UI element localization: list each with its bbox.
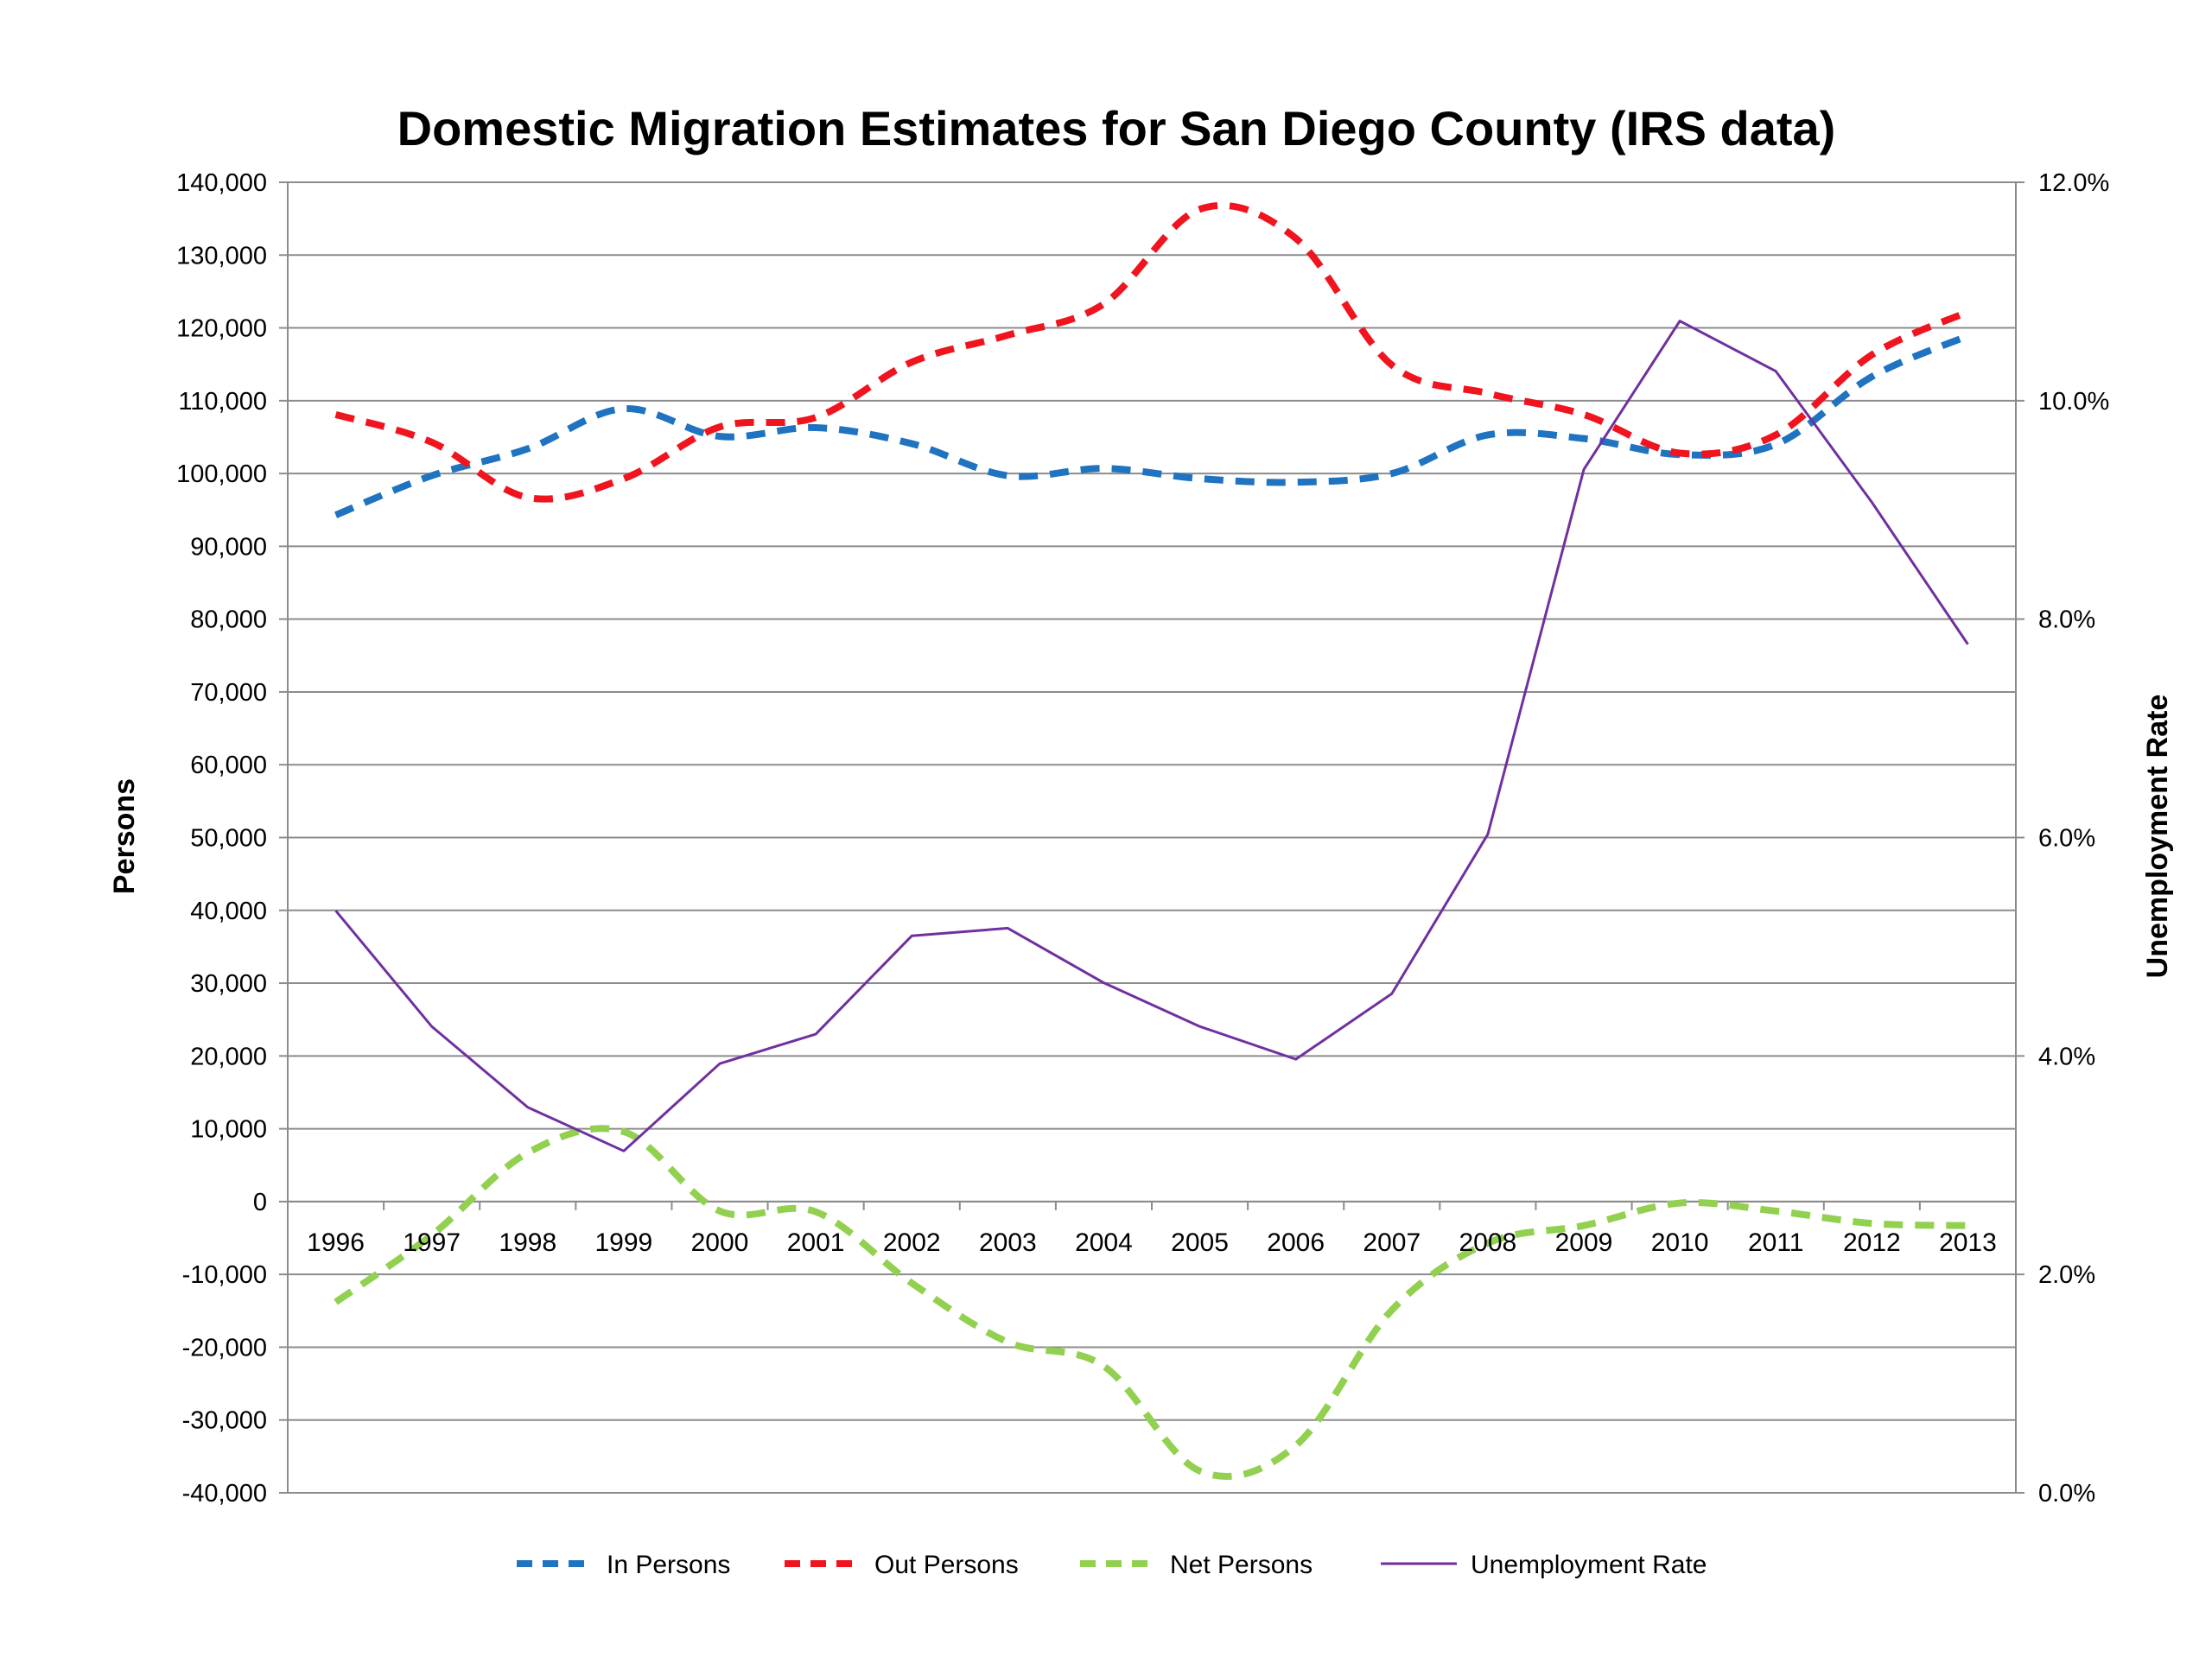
y-tick-label: 80,000 xyxy=(190,606,267,634)
series-line-in-persons xyxy=(334,333,1970,518)
y-axis-tick-labels: 140,000 130,000 120,000 110,000 100,000 90,00… xyxy=(176,169,267,1507)
y-axis-label: Persons xyxy=(108,778,141,894)
x-tick-label: 2013 xyxy=(1939,1228,1997,1257)
x-tick-label: 2002 xyxy=(883,1228,941,1257)
y-tick-label: 140,000 xyxy=(176,169,267,197)
y-tick-label: -40,000 xyxy=(182,1480,267,1507)
y-tick-label: 110,000 xyxy=(178,388,267,416)
y2-tick-label: 12.0% xyxy=(2038,169,2109,197)
y2-tick-label: 10.0% xyxy=(2038,388,2109,416)
y2-axis-tick-labels: 12.0% 10.0% 8.0% 6.0% 4.0% 2.0% 0.0% xyxy=(2038,169,2109,1507)
y-tick-label: 60,000 xyxy=(190,752,267,779)
legend-label-net-persons: Net Persons xyxy=(1170,1551,1313,1579)
x-tick-label: 2009 xyxy=(1555,1228,1613,1257)
x-tick-label: 1999 xyxy=(595,1228,653,1257)
y-tick-label: 10,000 xyxy=(190,1116,267,1144)
x-tick-label: 2001 xyxy=(787,1228,845,1257)
y2-tick-label: 8.0% xyxy=(2038,606,2095,634)
series-line-net-persons xyxy=(334,1125,1968,1480)
x-tick-label: 2012 xyxy=(1843,1228,1901,1257)
y2-tick-label: 4.0% xyxy=(2038,1043,2095,1070)
y-tick-label: 120,000 xyxy=(176,315,267,343)
y-tick-label: 30,000 xyxy=(190,970,267,998)
y-tick-label: 90,000 xyxy=(190,533,267,561)
y-tick-label: 130,000 xyxy=(176,242,267,270)
x-tick-label: 1998 xyxy=(499,1228,556,1257)
x-tick-label: 2000 xyxy=(691,1228,749,1257)
y-tick-label: 20,000 xyxy=(190,1043,267,1070)
y-tick-label: 70,000 xyxy=(190,679,267,707)
y-tick-label: -30,000 xyxy=(182,1407,267,1435)
x-tick-label: 1997 xyxy=(403,1228,461,1257)
x-axis-tick-labels: 1996 1997 1998 1999 2000 2001 2002 2003 2004 2005… xyxy=(307,1228,1997,1257)
x-tick-label: 2011 xyxy=(1748,1228,1804,1257)
y-tick-label: 50,000 xyxy=(190,825,267,853)
legend-label-out-persons: Out Persons xyxy=(874,1551,1019,1579)
y2-tick-label: 2.0% xyxy=(2038,1261,2095,1289)
x-tick-label: 2003 xyxy=(979,1228,1037,1257)
x-tick-label: 2008 xyxy=(1459,1228,1517,1257)
y-tick-label: 100,000 xyxy=(176,460,267,488)
x-tick-label: 2004 xyxy=(1075,1228,1133,1257)
y2-axis-label: Unemployment Rate xyxy=(2141,695,2174,979)
y-tick-label: -20,000 xyxy=(182,1334,267,1362)
y-tick-label: 0 xyxy=(253,1189,267,1216)
legend: In Persons Out Persons Net Persons Unemploy… xyxy=(517,1551,1707,1579)
axes xyxy=(279,181,2024,1494)
x-tick-label: 2005 xyxy=(1171,1228,1229,1257)
y-tick-label: -10,000 xyxy=(182,1261,267,1289)
y2-tick-label: 0.0% xyxy=(2038,1480,2095,1507)
y2-tick-label: 6.0% xyxy=(2038,825,2095,853)
chart-title: Domestic Migration Estimates for San Die… xyxy=(397,101,1836,156)
x-tick-label: 2010 xyxy=(1651,1228,1709,1257)
x-tick-label: 2007 xyxy=(1363,1228,1421,1257)
legend-label-in-persons: In Persons xyxy=(607,1551,730,1579)
x-tick-label: 2006 xyxy=(1267,1228,1325,1257)
x-tick-label: 1996 xyxy=(307,1228,365,1257)
series-lines xyxy=(334,201,1970,1480)
legend-label-unemployment-rate: Unemployment Rate xyxy=(1471,1551,1707,1579)
series-line-unemployment-rate xyxy=(334,320,1969,1152)
y-tick-label: 40,000 xyxy=(190,898,267,925)
